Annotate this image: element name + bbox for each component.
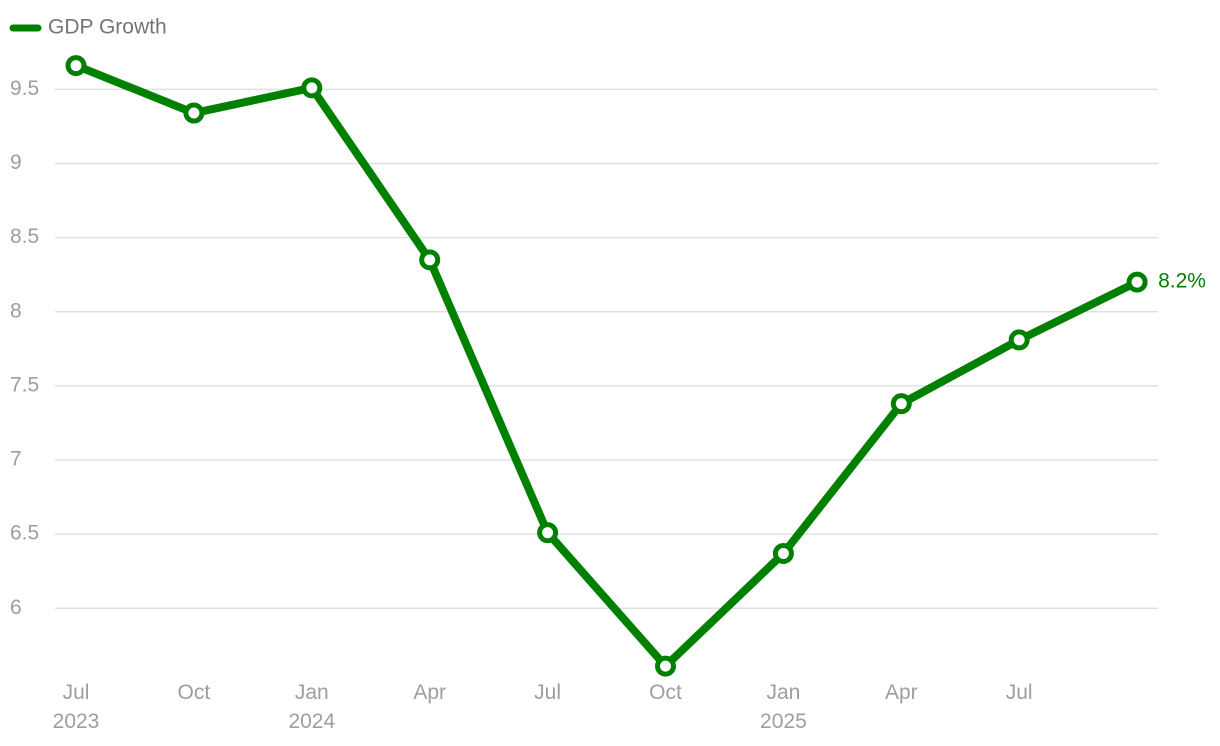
x-tick-label: Jan 2024 (288, 681, 336, 733)
data-point (1008, 329, 1030, 351)
x-tick-label: Jul (1005, 681, 1033, 704)
x-tick-label: Jan 2025 (760, 681, 807, 733)
data-point (1126, 271, 1148, 293)
y-tick-label: 9.5 (10, 77, 39, 100)
y-tick-label: 7.5 (10, 373, 39, 396)
y-tick-label: 6.5 (10, 522, 39, 545)
data-point (65, 55, 87, 77)
y-tick-label: 7 (10, 448, 22, 471)
y-tick-label: 8 (10, 299, 22, 322)
data-point (419, 249, 441, 271)
data-line (74, 61, 1139, 671)
data-point (301, 77, 323, 99)
data-point (183, 102, 205, 124)
x-tick-label: Oct (649, 681, 682, 704)
x-tick-label: Apr (884, 681, 918, 704)
data-point (537, 522, 559, 544)
data-point (655, 655, 676, 677)
x-tick-label: Apr (413, 681, 447, 704)
x-tick-label: Jul 2023 (52, 681, 100, 733)
data-point (890, 393, 912, 415)
x-tick-label: Jul (534, 681, 562, 704)
legend-label: GDP Growth (48, 16, 167, 39)
y-tick-label: 8.5 (10, 225, 39, 248)
x-tick-label: Oct (177, 681, 211, 704)
data-point (772, 542, 794, 564)
y-tick-label: 6 (10, 596, 22, 619)
data-label: 8.2% (1158, 270, 1206, 293)
y-tick-label: 9 (10, 151, 22, 174)
